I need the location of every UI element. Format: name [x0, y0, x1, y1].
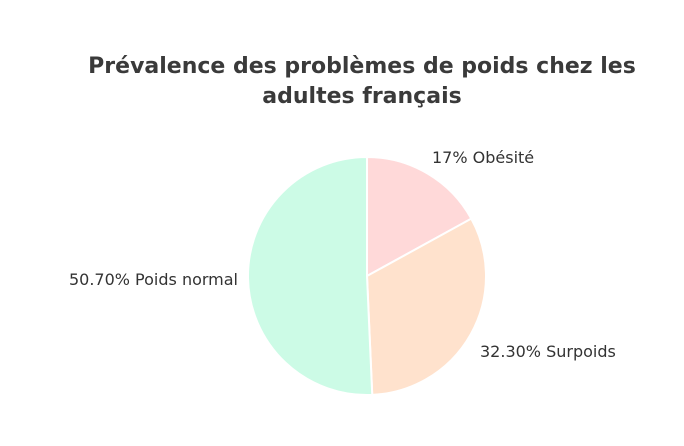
chart-title: Prévalence des problèmes de poids chez l… — [88, 54, 636, 109]
slice-label-obesite: 17% Obésité — [432, 148, 534, 167]
pie-slice-obesite — [366, 155, 473, 278]
slice-label-poids-normal: 50.70% Poids normal — [69, 270, 238, 289]
pie-slice-poids-normal — [247, 155, 374, 396]
slice-label-surpoids: 32.30% Surpoids — [480, 342, 616, 361]
pie-slice-surpoids — [365, 217, 487, 396]
